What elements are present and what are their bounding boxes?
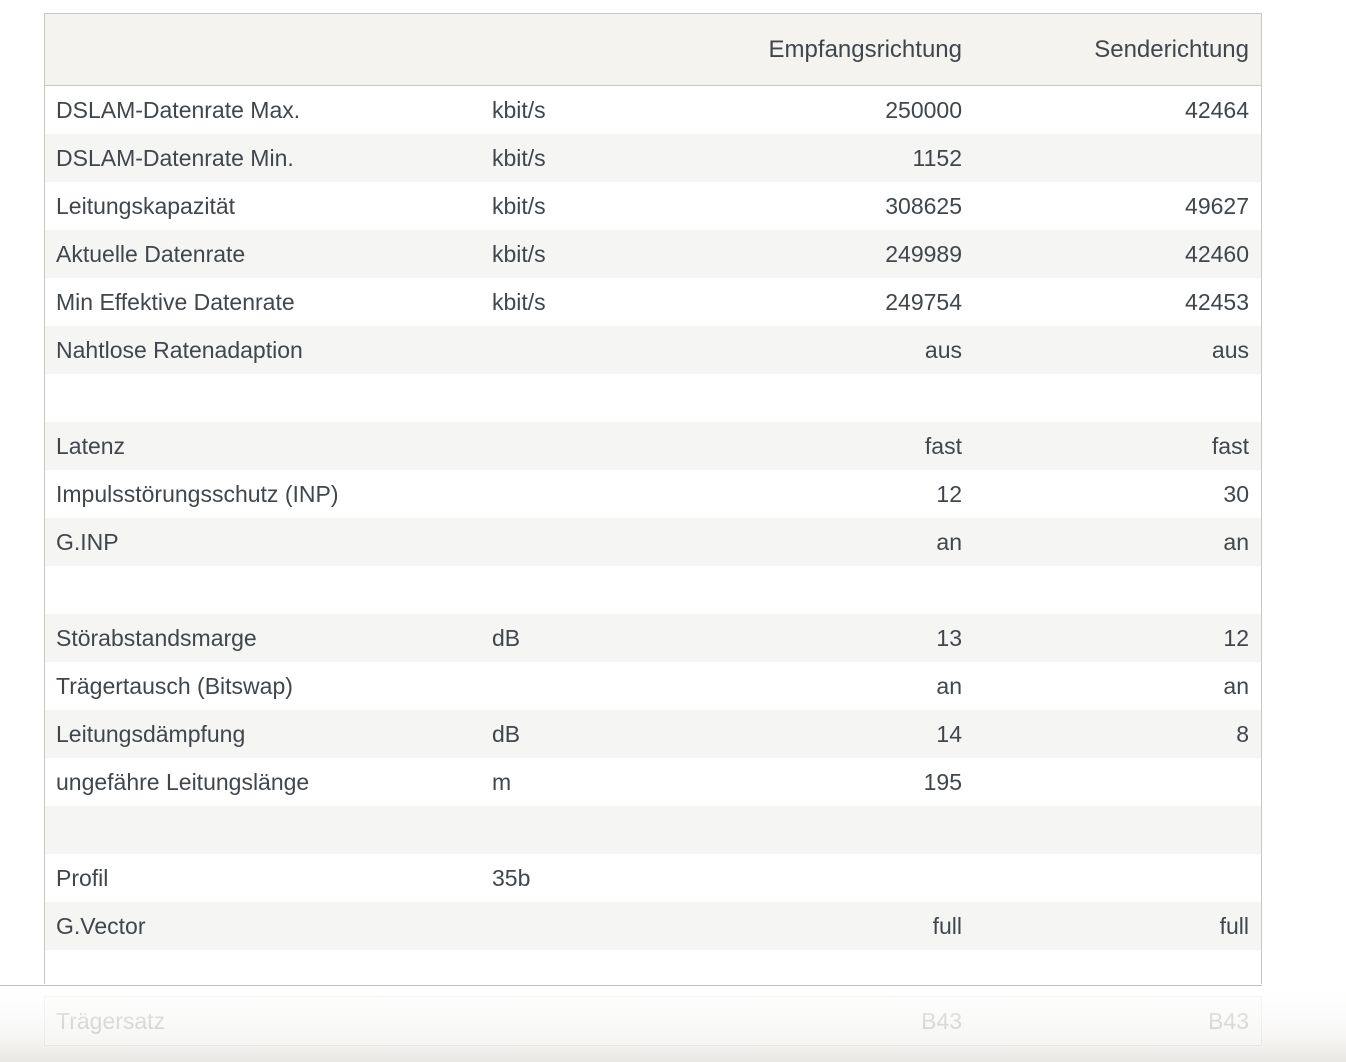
table-row: Leitungskapazität kbit/s 308625 49627 (45, 182, 1261, 230)
row-value-upstream: 42464 (1185, 96, 1249, 123)
row-value-downstream: 249989 (885, 240, 962, 267)
row-label: Trägertausch (Bitswap) (56, 672, 293, 699)
row-label: Leitungsdämpfung (56, 720, 246, 747)
row-label: Profil (56, 864, 109, 891)
row-value-downstream: full (932, 912, 962, 939)
row-value-downstream: aus (924, 336, 962, 363)
table-row: G.INP an an (45, 518, 1261, 566)
row-label: Min Effektive Datenrate (56, 288, 295, 315)
table-row: Trägertausch (Bitswap) an an (45, 662, 1261, 710)
row-value-upstream: an (1223, 528, 1249, 555)
row-label: Impulsstörungsschutz (INP) (56, 480, 339, 507)
header-downstream: Empfangsrichtung (768, 35, 962, 63)
dsl-info-table: Empfangsrichtung Senderichtung DSLAM-Dat… (44, 13, 1262, 984)
table-row: Min Effektive Datenrate kbit/s 249754 42… (45, 278, 1261, 326)
row-value-downstream: 1152 (912, 144, 962, 171)
spacer-row (45, 374, 1261, 422)
table-row: Leitungsdämpfung dB 14 8 (45, 710, 1261, 758)
row-label: Latenz (56, 432, 126, 459)
row-value-upstream: 8 (1236, 720, 1249, 747)
row-value-downstream: an (936, 528, 962, 555)
row-label: Trägersatz (56, 1007, 166, 1034)
table-row: DSLAM-Datenrate Min. kbit/s 1152 (45, 134, 1261, 182)
row-value-upstream: B43 (1208, 1007, 1249, 1034)
row-unit: kbit/s (492, 96, 546, 123)
spacer-row (45, 950, 1261, 984)
row-unit: m (492, 768, 512, 795)
table-row: DSLAM-Datenrate Max. kbit/s 250000 42464 (45, 86, 1261, 134)
spacer-row (45, 566, 1261, 614)
row-value-upstream: 49627 (1185, 192, 1249, 219)
table-body: DSLAM-Datenrate Max. kbit/s 250000 42464… (45, 86, 1261, 984)
row-label: Leitungskapazität (56, 192, 236, 219)
row-label: Aktuelle Datenrate (56, 240, 246, 267)
row-value-upstream: 12 (1223, 624, 1249, 651)
row-unit: kbit/s (492, 144, 546, 171)
faded-row-traegersatz: Trägersatz B43 B43 (44, 996, 1262, 1046)
row-label: G.INP (56, 528, 119, 555)
row-label: DSLAM-Datenrate Max. (56, 96, 301, 123)
row-value-downstream: 12 (936, 480, 962, 507)
row-unit: kbit/s (492, 240, 546, 267)
row-label: DSLAM-Datenrate Min. (56, 144, 294, 171)
row-value-downstream: 14 (936, 720, 962, 747)
row-unit: 35b (492, 864, 531, 891)
fade-out-area: Trägersatz B43 B43 (0, 986, 1346, 1062)
row-value-upstream: aus (1211, 336, 1249, 363)
row-value-downstream: B43 (921, 1007, 962, 1034)
row-label: Störabstandsmarge (56, 624, 257, 651)
table-row: Profil 35b (45, 854, 1261, 902)
row-value-upstream: an (1223, 672, 1249, 699)
table-row: Nahtlose Ratenadaption aus aus (45, 326, 1261, 374)
row-label: ungefähre Leitungslänge (56, 768, 310, 795)
spacer-row (45, 806, 1261, 854)
row-value-downstream: 250000 (885, 96, 962, 123)
table-row: ungefähre Leitungslänge m 195 (45, 758, 1261, 806)
table-row: Latenz fast fast (45, 422, 1261, 470)
row-value-upstream: fast (1211, 432, 1249, 459)
row-label: G.Vector (56, 912, 146, 939)
row-value-downstream: an (936, 672, 962, 699)
table-row: Störabstandsmarge dB 13 12 (45, 614, 1261, 662)
row-unit: kbit/s (492, 288, 546, 315)
row-value-upstream: 30 (1223, 480, 1249, 507)
row-unit: dB (492, 720, 521, 747)
table-row: Aktuelle Datenrate kbit/s 249989 42460 (45, 230, 1261, 278)
row-label: Nahtlose Ratenadaption (56, 336, 303, 363)
table-header-row: Empfangsrichtung Senderichtung (45, 14, 1261, 86)
row-value-upstream: 42460 (1185, 240, 1249, 267)
row-value-downstream: 195 (923, 768, 962, 795)
table-bottom-border (0, 985, 1262, 986)
table-row: G.Vector full full (45, 902, 1261, 950)
header-upstream: Senderichtung (1094, 35, 1249, 63)
row-value-downstream: 249754 (885, 288, 962, 315)
row-value-downstream: 13 (936, 624, 962, 651)
row-unit: dB (492, 624, 521, 651)
row-value-downstream: 308625 (885, 192, 962, 219)
row-value-upstream: 42453 (1185, 288, 1249, 315)
row-unit: kbit/s (492, 192, 546, 219)
row-value-upstream: full (1219, 912, 1249, 939)
table-row: Impulsstörungsschutz (INP) 12 30 (45, 470, 1261, 518)
row-value-downstream: fast (924, 432, 962, 459)
